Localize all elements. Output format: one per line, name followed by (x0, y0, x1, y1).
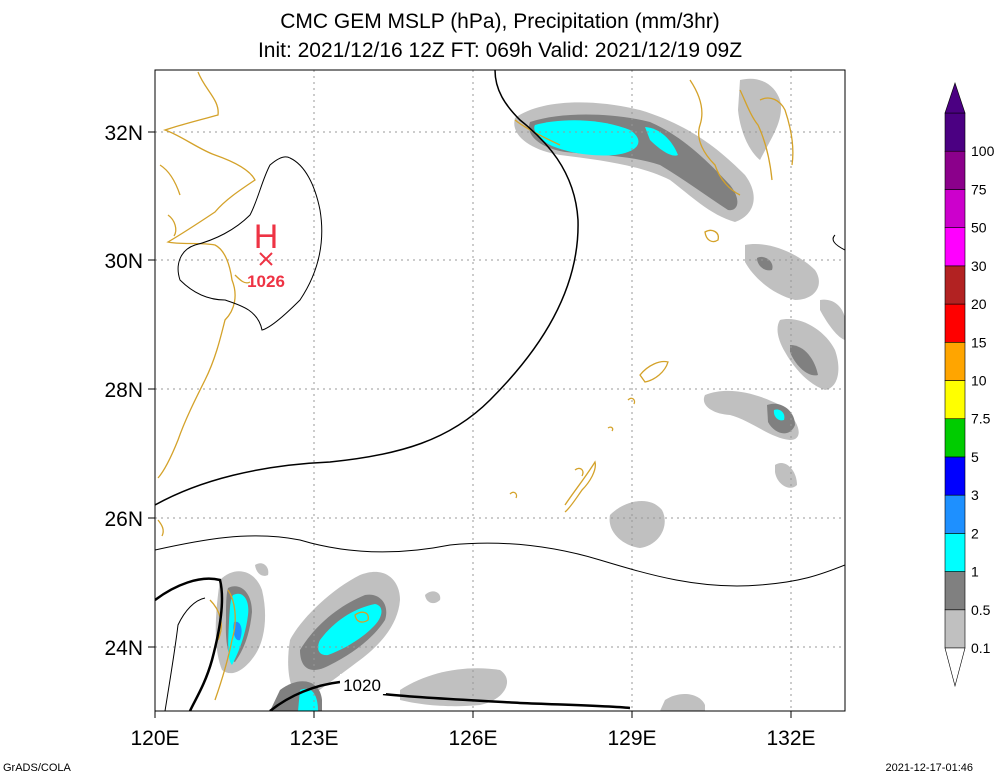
coastlines (157, 71, 794, 701)
footer-right: 2021-12-17-01:46 (885, 762, 973, 774)
longitude-labels: 120E 123E 126E 129E 132E (130, 727, 815, 750)
high-pressure-label: H (254, 218, 279, 256)
colorbar-swatch (944, 150, 966, 190)
colorbar-swatch (944, 380, 966, 420)
precipitation-colorbar: 0.1 0.5 1 2 3 5 7.5 10 15 20 30 50 75 100 (944, 82, 995, 688)
high-pressure-value: 1026 (247, 272, 285, 291)
colorbar-label: 0.5 (971, 602, 991, 618)
colorbar-label: 50 (971, 220, 987, 236)
latitude-labels: 32N 30N 28N 26N 24N (104, 122, 143, 660)
lat-label: 24N (104, 637, 143, 660)
precipitation-shading (215, 78, 845, 711)
lat-label: 28N (104, 379, 143, 402)
isobars (155, 70, 845, 711)
colorbar-label: 3 (971, 487, 979, 503)
colorbar-label: 30 (971, 258, 987, 274)
map-subtitle: Init: 2021/12/16 12Z FT: 069h Valid: 202… (257, 39, 743, 62)
lat-label: 30N (104, 250, 143, 273)
tick-marks (148, 131, 792, 718)
colorbar-label: 7.5 (971, 411, 991, 427)
isobar-label: 1020 (343, 676, 381, 695)
colorbar-label: 20 (971, 296, 987, 312)
colorbar-label: 5 (971, 449, 979, 465)
colorbar-swatch (944, 189, 966, 228)
map-frame (154, 69, 846, 712)
footer-left: GrADS/COLA (3, 762, 71, 774)
colorbar-swatch (944, 418, 966, 458)
colorbar-label: 100 (971, 143, 995, 159)
graticule (155, 70, 845, 711)
high-pressure-center: H 1026 (247, 218, 285, 291)
map-title: CMC GEM MSLP (hPa), Precipitation (mm/3h… (280, 10, 720, 33)
lon-label: 126E (448, 727, 497, 750)
colorbar-swatch (944, 341, 966, 381)
colorbar-max-arrow-icon (944, 82, 966, 114)
colorbar-label: 1 (971, 564, 979, 580)
colorbar-label: 2 (971, 525, 979, 541)
lon-label: 129E (607, 727, 656, 750)
lon-label: 132E (766, 727, 815, 750)
colorbar-label: 15 (971, 334, 987, 350)
colorbar-swatch (944, 112, 966, 152)
lat-label: 32N (104, 122, 143, 145)
colorbar-swatch (944, 494, 966, 534)
colorbar-swatch (944, 303, 966, 343)
colorbar-min-arrow-icon (944, 647, 966, 688)
colorbar-swatch (944, 227, 966, 267)
colorbar-label: 10 (971, 373, 987, 389)
high-pressure-cross-icon (259, 252, 273, 266)
colorbar-swatch (944, 571, 966, 611)
colorbar-label: 0.1 (971, 640, 991, 656)
lat-label: 26N (104, 508, 143, 531)
colorbar-label: 75 (971, 181, 987, 197)
lon-label: 120E (130, 727, 179, 750)
colorbar-swatch (944, 533, 966, 572)
colorbar-swatch (944, 456, 966, 496)
lon-label: 123E (289, 727, 338, 750)
map-plot-area: H 1026 1020 (155, 70, 845, 711)
colorbar-swatch (944, 609, 966, 649)
colorbar-swatch (944, 265, 966, 305)
